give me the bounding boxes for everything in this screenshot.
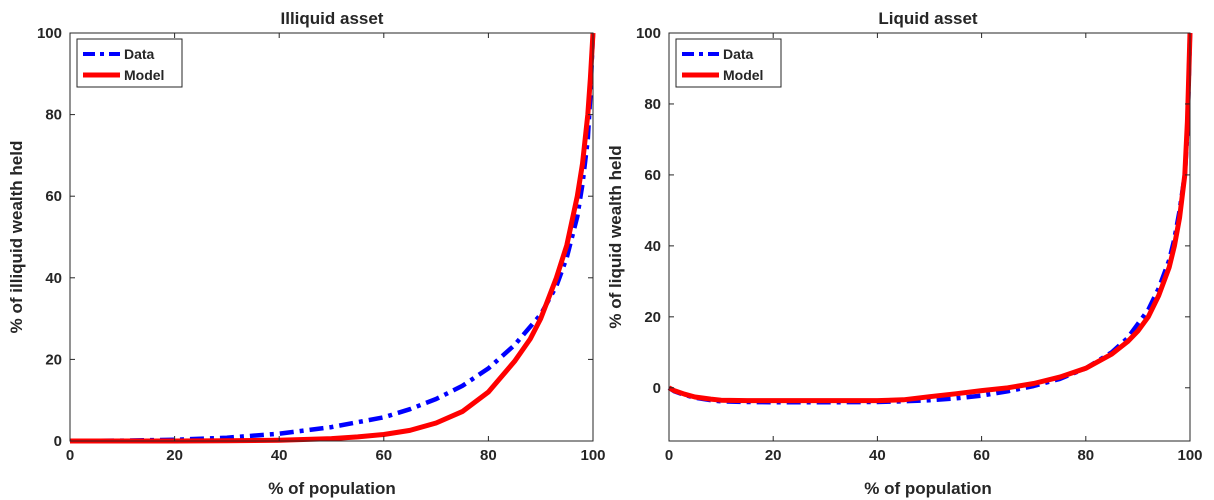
left-y-tick-label: 60 [45,188,62,205]
left-plot-area [69,32,594,442]
right-x-tick-label: 80 [1077,447,1094,464]
left-y-tick-label: 100 [37,25,62,42]
left-y-tick-label: 80 [45,107,62,124]
right-series-data-line [667,32,1193,405]
left-legend: Data Model [76,38,183,88]
right-y-tick-label: 60 [644,167,661,184]
left-chart-title: Illiquid asset [281,9,384,28]
right-chart-title: Liquid asset [878,9,978,28]
left-x-tick-label: 80 [480,447,497,464]
right-y-axis-label: % of liquid wealth held [606,145,625,328]
right-x-tick-label: 20 [765,447,782,464]
left-x-tick-label: 40 [271,447,288,464]
right-legend: Data Model [675,38,782,88]
right-x-tick-label: 0 [665,447,673,464]
left-x-tick-label: 100 [580,447,605,464]
right-x-axis-label: % of population [864,479,991,498]
left-x-tick-label: 20 [166,447,183,464]
left-y-tick-label: 20 [45,351,62,368]
left-chart: Illiquid asset 0 20 40 60 80 100020406080100 … [7,9,606,498]
right-chart: Liquid asset 0 20 40 60 80 100 0 20 40 60 80 100 % … [606,9,1203,498]
right-plot-area [668,32,1191,442]
left-x-tick-label: 0 [66,447,74,464]
right-legend-model-label: Model [723,67,763,83]
left-series-model-line [70,32,596,444]
right-x-tick-label: 100 [1177,447,1202,464]
left-legend-data-label: Data [124,46,155,62]
left-y-tick-label: 40 [45,270,62,287]
right-y-tick-label: 20 [644,309,661,326]
left-x-tick-label: 60 [375,447,392,464]
right-legend-data-label: Data [723,46,754,62]
right-y-tick-label: 100 [636,25,661,42]
right-series-model-line [667,32,1193,404]
right-x-tick-label: 40 [869,447,886,464]
left-series-data-line [69,32,596,444]
left-x-axis-label: % of population [268,479,395,498]
left-legend-model-label: Model [124,67,164,83]
left-y-tick-label: 0 [54,433,62,450]
right-y-tick-label: 0 [653,380,661,397]
left-y-axis-label: % of illiquid wealth held [7,141,26,334]
right-y-tick-label: 40 [644,238,661,255]
right-x-tick-label: 60 [973,447,990,464]
right-y-tick-label: 80 [644,96,661,113]
